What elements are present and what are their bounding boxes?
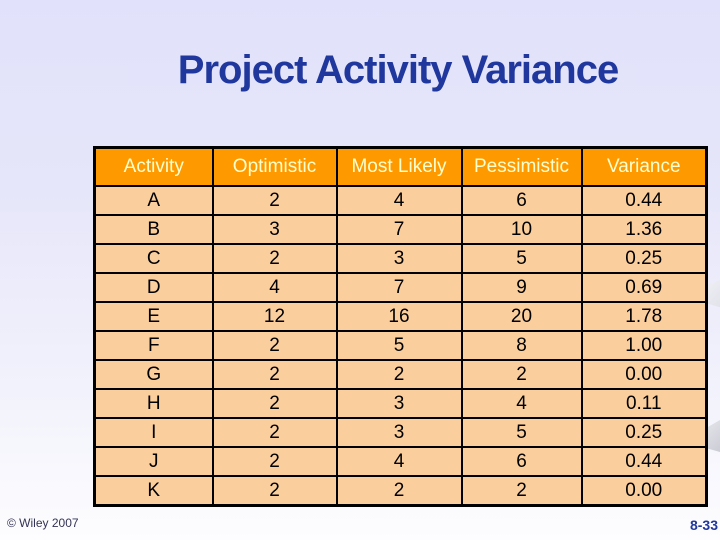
value-cell: 0.44 [580,446,708,477]
table-header-row: Activity Optimistic Most Likely Pessimistic… [93,146,708,187]
table-row: C 2 3 5 0.25 [93,243,708,274]
value-cell: 5 [460,243,583,274]
table-row: H 2 3 4 0.11 [93,388,708,419]
value-cell: 5 [335,330,463,361]
value-cell: 4 [460,388,583,419]
value-cell: 1.78 [580,301,708,332]
table-row: I 2 3 5 0.25 [93,417,708,448]
value-cell: 2 [460,359,583,390]
copyright-notice: © Wiley 2007 [7,516,79,530]
activity-cell: J [93,446,214,477]
value-cell: 3 [335,417,463,448]
activity-cell: K [93,475,214,507]
value-cell: 3 [211,214,338,245]
value-cell: 0.69 [580,272,708,303]
value-cell: 5 [460,417,583,448]
value-cell: 2 [335,359,463,390]
value-cell: 1.36 [580,214,708,245]
value-cell: 2 [211,359,338,390]
table-row: A 2 4 6 0.44 [93,185,708,216]
value-cell: 7 [335,272,463,303]
value-cell: 0.00 [580,475,708,507]
table-row: B 3 7 10 1.36 [93,214,708,245]
value-cell: 2 [335,475,463,507]
value-cell: 4 [211,272,338,303]
value-cell: 2 [211,185,338,216]
column-header: Most Likely [335,146,463,187]
value-cell: 0.25 [580,417,708,448]
value-cell: 0.44 [580,185,708,216]
value-cell: 4 [335,446,463,477]
value-cell: 20 [460,301,583,332]
value-cell: 0.00 [580,359,708,390]
activity-cell: C [93,243,214,274]
value-cell: 7 [335,214,463,245]
value-cell: 2 [211,388,338,419]
activity-cell: H [93,388,214,419]
activity-variance-table: Activity Optimistic Most Likely Pessimistic… [93,146,708,507]
activity-cell: G [93,359,214,390]
table-row: E 12 16 20 1.78 [93,301,708,332]
table-row: K 2 2 2 0.00 [93,475,708,507]
value-cell: 6 [460,185,583,216]
value-cell: 2 [460,475,583,507]
activity-cell: A [93,185,214,216]
table-row: G 2 2 2 0.00 [93,359,708,390]
value-cell: 12 [211,301,338,332]
activity-cell: D [93,272,214,303]
value-cell: 0.25 [580,243,708,274]
table-row: F 2 5 8 1.00 [93,330,708,361]
value-cell: 1.00 [580,330,708,361]
activity-cell: F [93,330,214,361]
value-cell: 2 [211,475,338,507]
value-cell: 2 [211,417,338,448]
value-cell: 4 [335,185,463,216]
value-cell: 8 [460,330,583,361]
column-header: Pessimistic [460,146,583,187]
column-header: Optimistic [211,146,338,187]
value-cell: 16 [335,301,463,332]
value-cell: 3 [335,388,463,419]
slide-page-number: 8-33 [689,517,718,533]
value-cell: 2 [211,446,338,477]
value-cell: 6 [460,446,583,477]
value-cell: 9 [460,272,583,303]
value-cell: 3 [335,243,463,274]
column-header: Activity [93,146,214,187]
value-cell: 2 [211,330,338,361]
value-cell: 10 [460,214,583,245]
activity-cell: E [93,301,214,332]
activity-cell: I [93,417,214,448]
activity-cell: B [93,214,214,245]
table-row: J 2 4 6 0.44 [93,446,708,477]
value-cell: 0.11 [580,388,708,419]
value-cell: 2 [211,243,338,274]
column-header: Variance [580,146,708,187]
slide-title: Project Activity Variance [177,48,619,92]
table-row: D 4 7 9 0.69 [93,272,708,303]
